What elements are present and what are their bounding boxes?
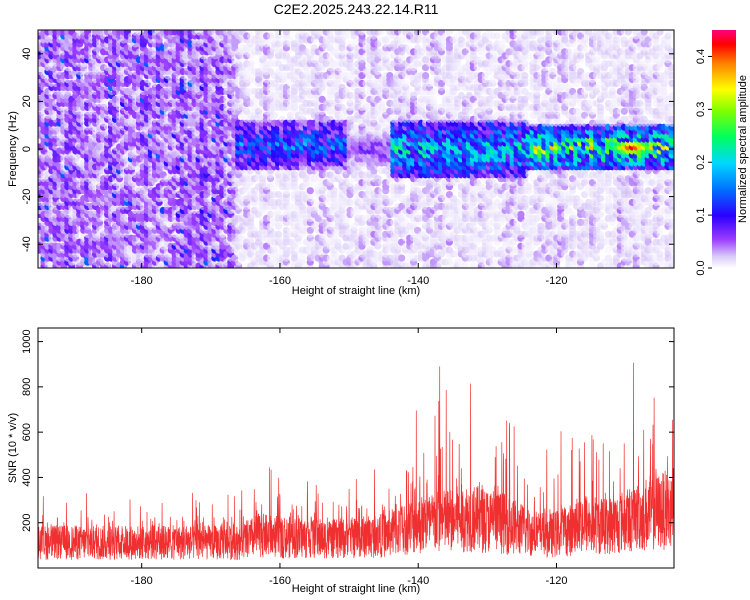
spectrogram-cell xyxy=(330,187,338,195)
figure-title: C2E2.2025.243.22.14.R11 xyxy=(274,1,439,17)
spectrogram-cell xyxy=(398,254,406,262)
spectrogram-cell xyxy=(274,230,283,238)
spectrogram-cell xyxy=(334,238,342,246)
spectrogram-cell xyxy=(306,187,314,195)
spectrogram-cell xyxy=(378,30,386,36)
spectrogram-cell xyxy=(274,30,283,36)
spectrogram-cell xyxy=(402,79,410,88)
spectrogram-cell xyxy=(326,30,334,36)
spectrogram-cell xyxy=(270,111,279,119)
spectrogram-cells xyxy=(38,30,674,268)
spectrogram-cell xyxy=(378,99,386,107)
spectrogram-cell xyxy=(247,60,255,68)
spectrogram-cell xyxy=(358,30,366,36)
spectrogram-cell xyxy=(282,30,290,36)
